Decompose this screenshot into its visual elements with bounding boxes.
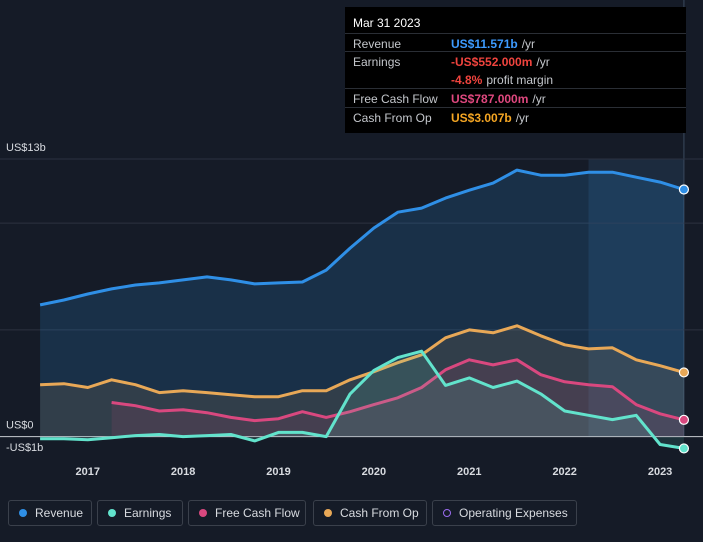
y-tick-label: -US$1b [6, 442, 43, 454]
tooltip-label: Cash From Op [353, 111, 432, 125]
legend-label: Operating Expenses [459, 506, 568, 520]
legend-label: Cash From Op [340, 506, 419, 520]
y-tick-label: US$0 [6, 420, 34, 432]
legend-label: Earnings [124, 506, 172, 520]
end-dot [678, 443, 690, 454]
legend-swatch [199, 509, 207, 517]
legend-item[interactable]: Cash From Op [313, 500, 427, 526]
series-line [40, 324, 685, 399]
legend-swatch [443, 509, 451, 517]
x-tick-label: 2022 [552, 466, 576, 478]
tooltip-value: US$787.000m [451, 92, 529, 106]
end-dot [678, 367, 690, 378]
legend-label: Free Cash Flow [215, 506, 300, 520]
legend-swatch [108, 509, 116, 517]
tooltip-label: Revenue [353, 37, 402, 51]
tooltip-unit: profit margin [486, 73, 554, 87]
legend-item[interactable]: Free Cash Flow [188, 500, 306, 526]
end-dot [678, 184, 690, 195]
legend-swatch [19, 509, 27, 517]
end-dot [678, 414, 690, 425]
tooltip-row: Cash From Op US$3.007b/yr [345, 107, 686, 126]
tooltip-label: Free Cash Flow [353, 92, 438, 106]
tooltip-date: Mar 31 2023 [353, 16, 421, 30]
series-line [111, 358, 685, 423]
legend-swatch [324, 509, 332, 517]
x-tick-label: 2018 [171, 466, 195, 478]
x-tick-label: 2023 [648, 466, 672, 478]
legend-item[interactable]: Operating Expenses [432, 500, 577, 526]
tooltip-unit: /yr [536, 55, 550, 69]
tooltip-unit: /yr [521, 37, 536, 51]
legend-item[interactable]: Revenue [8, 500, 92, 526]
series-area [40, 170, 684, 437]
x-tick-label: 2019 [266, 466, 290, 478]
series-line [40, 349, 685, 450]
tooltip-value: US$11.571b [451, 37, 518, 51]
tooltip-unit: /yr [515, 111, 530, 125]
tooltip-value-group: US$11.571b/yr [451, 37, 535, 51]
legend-label: Revenue [35, 506, 84, 520]
series-area [40, 351, 684, 449]
tooltip-value: -4.8% [451, 73, 483, 87]
tooltip-row: Revenue US$11.571b/yr [345, 33, 686, 52]
tooltip-unit: /yr [532, 92, 546, 106]
tooltip-value-group: -4.8% profit margin [451, 73, 553, 87]
y-tick-label: US$13b [6, 142, 46, 154]
x-tick-label: 2017 [76, 466, 100, 478]
tooltip-row: Free Cash Flow US$787.000m/yr [345, 88, 686, 107]
tooltip-row: -4.8% profit margin [345, 70, 686, 88]
tooltip-value: -US$552.000m [451, 55, 533, 69]
x-tick-label: 2020 [362, 466, 386, 478]
legend-item[interactable]: Earnings [97, 500, 183, 526]
tooltip-value: US$3.007b [451, 111, 512, 125]
tooltip-row: Earnings -US$552.000m/yr [345, 51, 686, 70]
series-line [39, 168, 685, 307]
x-tick-label: 2021 [457, 466, 481, 478]
tooltip-value-group: -US$552.000m/yr [451, 55, 550, 69]
tooltip-label: Earnings [353, 55, 401, 69]
tooltip-value-group: US$787.000m/yr [451, 92, 546, 106]
highlight-region [588, 159, 684, 437]
tooltip: Mar 31 2023 Revenue US$11.571b/yr Earnings… [345, 7, 686, 133]
tooltip-value-group: US$3.007b/yr [451, 111, 529, 125]
